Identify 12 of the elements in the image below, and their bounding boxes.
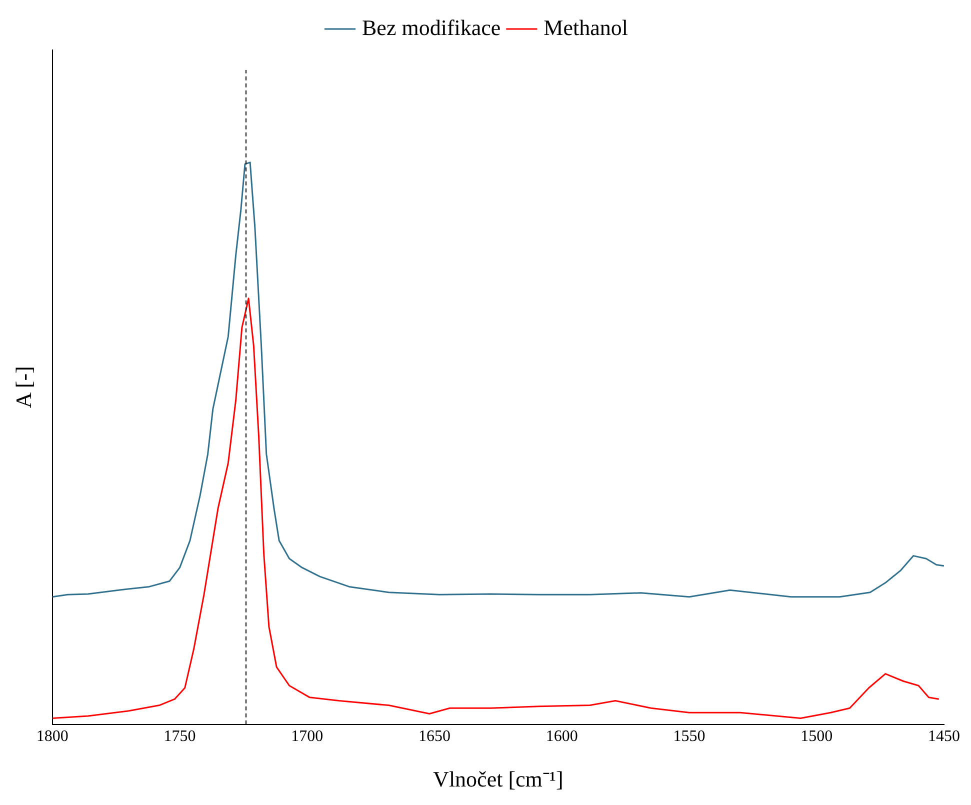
- x-tick-label: 1450: [928, 728, 960, 746]
- legend-label: Bez modifikace: [362, 14, 501, 40]
- x-tick-label: 1600: [546, 728, 578, 746]
- x-tick-label: 1500: [800, 728, 833, 746]
- y-axis-title: A [-]: [10, 366, 36, 408]
- legend-label: Methanol: [544, 14, 628, 40]
- x-tick-label: 1650: [418, 728, 451, 746]
- x-tick-label: 1800: [36, 728, 68, 746]
- x-tick-label: 1700: [291, 728, 324, 746]
- x-tick-label: 1750: [164, 728, 196, 746]
- x-axis-title: Vlnočet [cm⁻¹]: [433, 766, 564, 792]
- x-tick-label: 1550: [673, 728, 706, 746]
